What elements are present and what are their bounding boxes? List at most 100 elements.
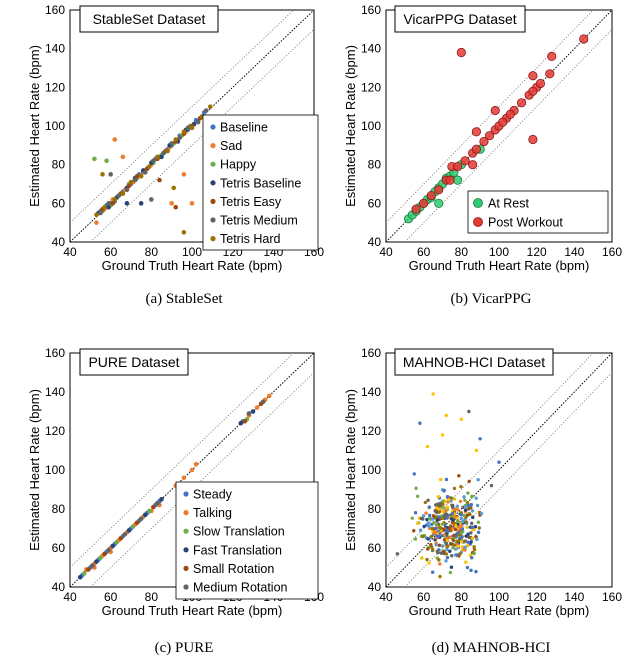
data-point: [528, 86, 538, 96]
data-point: [462, 495, 466, 499]
data-point: [456, 47, 466, 58]
data-point: [528, 134, 538, 145]
y-axis-label: Estimated Heart Rate (bpm): [343, 389, 358, 551]
legend-marker: [210, 180, 216, 186]
data-point: [169, 141, 174, 146]
data-point: [445, 548, 449, 552]
data-point: [142, 170, 148, 175]
data-point: [181, 129, 187, 135]
data-point: [126, 183, 132, 189]
data-point: [411, 204, 421, 214]
data-point: [260, 399, 266, 405]
data-point: [469, 502, 473, 507]
data-point: [456, 508, 460, 512]
data-point: [438, 562, 442, 566]
data-point: [395, 552, 399, 556]
data-point: [432, 521, 436, 525]
legend-marker: [473, 217, 483, 227]
data-point: [459, 530, 464, 535]
data-point: [124, 187, 130, 193]
data-point: [149, 197, 154, 202]
data-point: [451, 538, 455, 542]
data-point: [437, 543, 442, 548]
data-point: [100, 172, 105, 177]
data-point: [450, 512, 455, 516]
x-tick-label: 60: [417, 590, 431, 604]
data-point: [448, 549, 452, 553]
data-point: [466, 503, 471, 508]
data-point: [471, 127, 481, 137]
x-axis-label: Ground Truth Heart Rate (bpm): [409, 603, 590, 618]
data-point: [440, 433, 445, 437]
legend-label: Happy: [220, 158, 257, 172]
data-point: [106, 547, 111, 553]
data-point: [426, 547, 430, 551]
data-point: [173, 204, 179, 210]
data-point: [431, 548, 435, 552]
data-point: [425, 517, 429, 522]
data-point: [421, 514, 426, 518]
legend-label: Talking: [193, 506, 232, 520]
lower-bound-line: [90, 29, 314, 242]
data-point: [465, 565, 470, 570]
data-point: [423, 500, 428, 505]
data-point: [418, 528, 423, 532]
data-point: [439, 477, 443, 482]
y-tick-label: 160: [361, 346, 381, 360]
panel-caption: (a) StableSet: [145, 291, 223, 307]
data-point: [250, 409, 256, 414]
chart-panel-b: 40 60 80 100 120 140 160 40 60 80 100 120 140 160 Grou…: [343, 3, 622, 307]
data-point: [427, 524, 431, 529]
y-tick-label: 160: [45, 346, 65, 360]
chart-title-box: [394, 5, 526, 33]
data-point: [415, 494, 420, 498]
data-point: [490, 105, 500, 116]
data-point: [469, 568, 473, 573]
data-point: [437, 515, 442, 519]
x-tick-label: 60: [104, 590, 118, 604]
y-tick-label: 40: [52, 580, 66, 594]
data-point: [434, 185, 444, 195]
data-point: [464, 520, 468, 524]
legend-marker: [210, 236, 216, 242]
data-point: [181, 230, 187, 235]
data-point: [246, 411, 252, 416]
data-point: [104, 158, 109, 164]
data-point: [437, 507, 441, 511]
data-point: [128, 179, 134, 185]
data-point: [474, 496, 478, 500]
data-point: [132, 177, 138, 183]
data-point: [120, 154, 126, 160]
data-point: [435, 518, 439, 522]
legend-box: [467, 190, 609, 234]
panel-caption: (d) MAHNOB-HCI: [432, 640, 551, 656]
data-point: [466, 540, 470, 544]
data-point: [459, 485, 463, 489]
data-point: [426, 521, 431, 525]
data-point: [444, 559, 448, 563]
legend-marker: [183, 584, 189, 590]
data-point: [459, 417, 464, 421]
legend-label: Tetris Baseline: [220, 176, 301, 190]
x-tick-label: 100: [489, 590, 509, 604]
chart-title-box: [79, 348, 189, 376]
data-point: [459, 540, 464, 544]
data-point: [106, 201, 111, 206]
data-point: [467, 409, 471, 414]
x-tick-label: 160: [602, 590, 622, 604]
data-point: [431, 517, 435, 521]
legend-label: Sad: [220, 139, 242, 153]
data-point: [445, 545, 449, 549]
chart-title: PURE Dataset: [88, 354, 179, 370]
data-point: [547, 51, 557, 62]
chart-title: StableSet Dataset: [93, 11, 206, 27]
legend-label: Tetris Medium: [220, 214, 298, 228]
data-point: [124, 201, 130, 206]
data-point: [497, 460, 501, 464]
legend: Steady Talking Slow Translation Fast Transl…: [175, 481, 319, 600]
data-point: [420, 556, 424, 560]
data-point: [431, 514, 436, 518]
data-point: [467, 479, 471, 483]
data-point: [470, 525, 474, 530]
legend-marker: [210, 124, 216, 130]
